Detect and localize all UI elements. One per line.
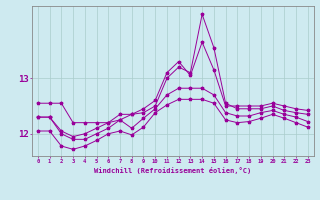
X-axis label: Windchill (Refroidissement éolien,°C): Windchill (Refroidissement éolien,°C) (94, 167, 252, 174)
